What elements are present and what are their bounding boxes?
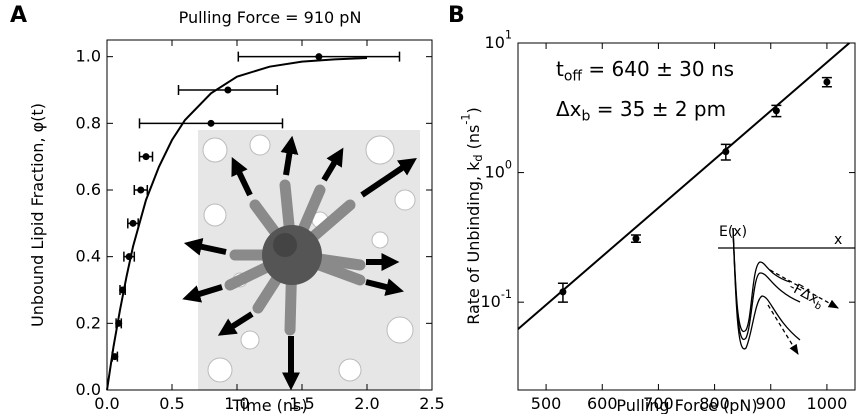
annotation: toff = 640 ± 30 ns xyxy=(556,57,734,85)
y-tick-label: 1.0 xyxy=(76,46,101,65)
panel-letter: A xyxy=(10,3,27,28)
inset-arrow-label: -FΔxb xyxy=(785,279,826,313)
fit-line xyxy=(517,42,851,330)
data-point xyxy=(315,53,323,61)
data-point xyxy=(224,86,232,94)
data-point xyxy=(559,288,567,296)
fit-line xyxy=(106,57,368,391)
data-point xyxy=(207,119,215,127)
x-tick-label: 1.5 xyxy=(289,394,314,413)
x-tick-label: 2.0 xyxy=(354,394,379,413)
y-tick-label: 0.8 xyxy=(76,113,101,132)
x-tick-label: 600 xyxy=(587,394,618,413)
y-tick-label: 0.0 xyxy=(76,380,101,399)
x-tick-label: 800 xyxy=(699,394,730,413)
data-point xyxy=(137,186,145,194)
y-tick-label: 10-1 xyxy=(480,288,512,311)
y-tick-label: 101 xyxy=(485,29,512,52)
x-tick-label: 0.5 xyxy=(159,394,184,413)
y-tick-label: 100 xyxy=(485,158,512,181)
y-axis-label: Unbound Lipid Fraction, φ(t) xyxy=(28,103,47,327)
x-tick-label: 900 xyxy=(755,394,786,413)
y-tick-label: 0.4 xyxy=(76,246,101,265)
inset-x-label: x xyxy=(834,232,842,248)
x-tick-label: 1.0 xyxy=(224,394,249,413)
data-point xyxy=(823,78,831,86)
data-point xyxy=(115,319,123,327)
energy-inset xyxy=(718,227,855,355)
data-point xyxy=(111,353,119,361)
inset-y-label: E(x) xyxy=(719,224,747,240)
x-tick-label: 0.0 xyxy=(94,394,119,413)
x-tick-label: 2.5 xyxy=(419,394,444,413)
data-point xyxy=(142,153,150,161)
data-point xyxy=(125,253,133,261)
panel-letter: B xyxy=(448,3,465,28)
data-point xyxy=(129,219,137,227)
x-axis-label: Pulling Force (pN) xyxy=(616,396,757,414)
annotation: Δxb = 35 ± 2 pm xyxy=(556,97,726,125)
plot-frame xyxy=(106,39,433,391)
plot-frame xyxy=(517,42,856,391)
chart-title: Pulling Force = 910 pN xyxy=(179,8,362,27)
x-tick-label: 1000 xyxy=(807,394,848,413)
y-tick-label: 0.6 xyxy=(76,180,101,199)
y-axis-label: Rate of Unbinding, kd (ns-1) xyxy=(460,107,485,325)
y-tick-label: 0.2 xyxy=(76,313,101,332)
molecule-image xyxy=(182,130,420,391)
data-point xyxy=(722,148,730,156)
x-tick-label: 500 xyxy=(531,394,562,413)
data-point xyxy=(772,107,780,115)
data-point xyxy=(119,286,127,294)
x-tick-label: 700 xyxy=(643,394,674,413)
data-point xyxy=(632,234,640,242)
x-axis-label: Time (ns) xyxy=(231,396,307,414)
